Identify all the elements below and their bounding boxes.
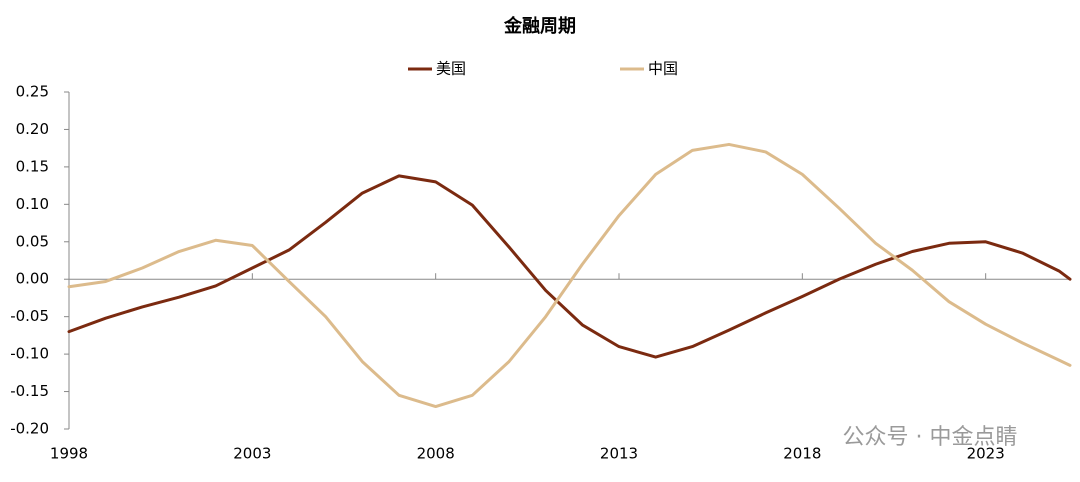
watermark: 公众号 · 中金点睛 [843,425,1018,450]
y-tick-label: 0.05 [16,232,49,250]
y-tick-label: -0.10 [10,345,49,363]
chart-title: 金融周期 [503,15,576,37]
y-tick-label: -0.15 [10,382,49,400]
x-tick-label: 1998 [50,445,88,463]
x-tick-label: 2013 [600,445,638,463]
y-tick-label: -0.20 [10,420,49,438]
y-tick-label: 0.20 [16,120,49,138]
series-line [67,142,1072,409]
x-tick-label: 2008 [417,445,455,463]
x-tick-label: 2018 [783,445,821,463]
series-line [67,174,1072,359]
legend-label: 中国 [648,60,678,78]
y-tick-label: 0.10 [16,195,49,213]
y-tick-label: 0.00 [16,270,49,288]
legend-label: 美国 [436,60,466,78]
x-tick-label: 2023 [967,445,1005,463]
y-tick-label: 0.25 [16,83,49,101]
y-tick-label: -0.05 [10,307,49,325]
y-tick-label: 0.15 [16,157,49,175]
x-tick-label: 2003 [233,445,271,463]
